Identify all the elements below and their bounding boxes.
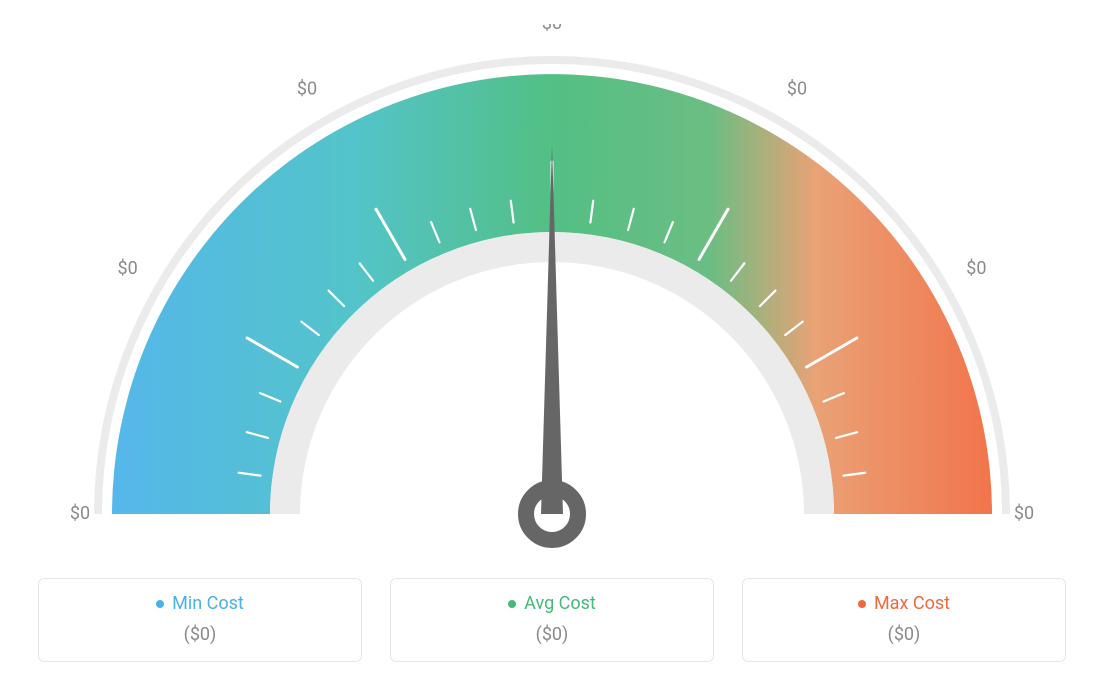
legend-box-min: Min Cost ($0) (38, 578, 362, 662)
gauge-tick-label: $0 (787, 78, 807, 99)
legend-label-max: Max Cost (874, 593, 950, 614)
legend-label-row: Min Cost (51, 593, 349, 614)
gauge-tick-label: $0 (966, 258, 986, 279)
legend-label-row: Avg Cost (403, 593, 701, 614)
legend-box-max: Max Cost ($0) (742, 578, 1066, 662)
legend-value-max: ($0) (755, 624, 1053, 645)
gauge-tick-label: $0 (70, 503, 90, 524)
legend-value-avg: ($0) (403, 624, 701, 645)
gauge-tick-label: $0 (542, 24, 562, 34)
gauge-tick-label: $0 (297, 78, 317, 99)
gauge-tick-label: $0 (1014, 503, 1034, 524)
legend-value-min: ($0) (51, 624, 349, 645)
legend-label-row: Max Cost (755, 593, 1053, 614)
legend-label-min: Min Cost (172, 593, 244, 614)
legend-dot-min (156, 600, 164, 608)
legend-row: Min Cost ($0) Avg Cost ($0) Max Cost ($0… (0, 578, 1104, 662)
legend-box-avg: Avg Cost ($0) (390, 578, 714, 662)
legend-label-avg: Avg Cost (524, 593, 596, 614)
legend-dot-max (858, 600, 866, 608)
gauge-svg: $0 $0 $0 $0 $0 $0 $0 (52, 24, 1052, 564)
gauge-tick-label: $0 (118, 258, 138, 279)
gauge-chart: $0 $0 $0 $0 $0 $0 $0 (0, 0, 1104, 560)
legend-dot-avg (508, 600, 516, 608)
